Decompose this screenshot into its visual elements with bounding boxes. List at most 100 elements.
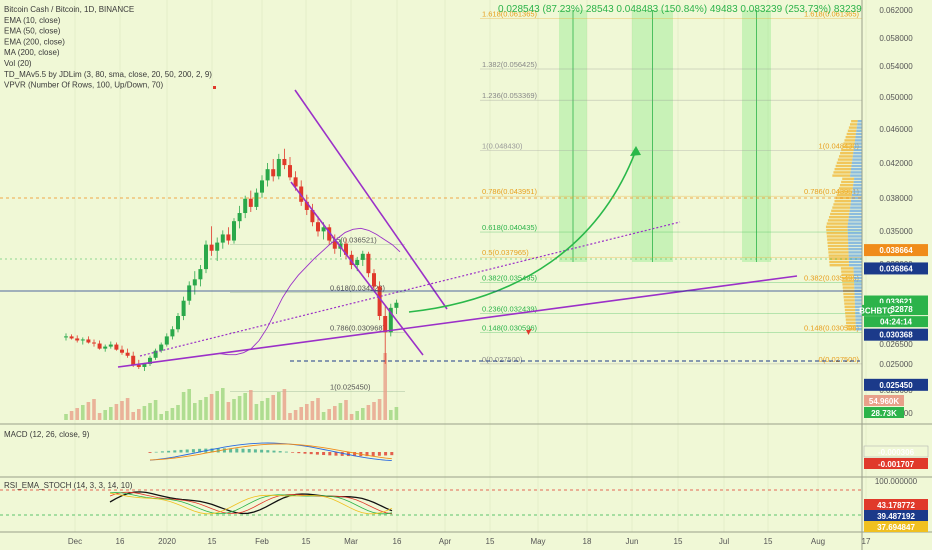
volume-bar [260,401,264,420]
candle-body[interactable] [304,201,309,210]
candle-body[interactable] [265,169,270,181]
candle-body[interactable] [321,227,326,232]
candle-body[interactable] [360,253,365,260]
candle-body[interactable] [332,240,337,249]
candle-body[interactable] [226,234,231,241]
candle-body[interactable] [276,158,281,177]
candle-body[interactable] [164,336,169,345]
price-tag [864,378,928,391]
candle-body[interactable] [243,198,248,214]
candle-body[interactable] [125,352,130,356]
price-tag [864,244,928,257]
vpvr-bar-down [857,120,862,123]
vpvr-bar-up [827,244,849,248]
volume-bar [389,410,393,420]
vpvr-bar-up [841,273,854,276]
vpvr-bar-up [837,190,853,193]
macd-histogram [216,448,220,453]
legend-line: TD_MAv5.5 by JDLim (3, 80, sma, close, 2… [4,70,212,79]
candle-body[interactable] [220,234,225,243]
candle-body[interactable] [192,279,197,286]
channel-lower-line[interactable] [290,181,424,356]
candle-body[interactable] [114,344,119,350]
candle-body[interactable] [293,177,298,187]
candle-body[interactable] [377,286,382,316]
candle-body[interactable] [232,221,236,241]
legend-line: Vol (20) [4,59,32,68]
fib-label-left: 1.382(0.056425) [482,60,538,69]
candle-body[interactable] [237,213,242,222]
vpvr-bar-down [854,177,862,180]
candle-body[interactable] [310,209,315,223]
candle-body[interactable] [80,339,85,341]
candle-body[interactable] [187,285,192,301]
candle-body[interactable] [69,336,74,339]
red-dot [213,86,216,89]
candle-body[interactable] [108,344,113,347]
macd-histogram [185,449,189,453]
macd-histogram [303,452,307,454]
candle-body[interactable] [153,350,158,358]
candle-body[interactable] [327,227,332,241]
macd-title: MACD (12, 26, close, 9) [4,430,90,439]
volume-bar [288,413,292,420]
candle-body[interactable] [131,355,136,365]
candle-body[interactable] [355,259,360,266]
candle-body[interactable] [181,300,186,316]
macd-histogram [334,452,338,456]
volume-bar [215,391,219,420]
symbol-tag [862,304,890,316]
candle-body[interactable] [159,344,164,351]
vpvr-bar-up [846,132,856,136]
x-tick-label: 16 [116,537,125,546]
candle-body[interactable] [271,169,276,177]
candle-body[interactable] [103,346,108,349]
candle-body[interactable] [372,273,376,287]
candle-body[interactable] [316,222,320,232]
candle-body[interactable] [288,165,292,178]
candle-body[interactable] [209,244,214,251]
candle-body[interactable] [75,338,80,341]
candle-body[interactable] [136,364,141,367]
candle-body[interactable] [198,269,203,280]
candle-body[interactable] [383,316,388,333]
candle-body[interactable] [349,254,354,266]
candle-body[interactable] [64,336,68,338]
legend-line: Bitcoin Cash / Bitcoin, 1D, BINANCE [4,5,134,14]
candle-body[interactable] [204,244,208,270]
dotted-trendline[interactable] [139,221,681,357]
candle-body[interactable] [120,349,124,353]
candle-body[interactable] [215,242,220,251]
countdown-tag [864,316,928,328]
vpvr-bar-up [851,120,858,123]
candle-body[interactable] [260,180,264,193]
vpvr-bar-down [855,315,862,318]
candle-body[interactable] [366,253,371,274]
candle-body[interactable] [394,302,399,308]
candle-body[interactable] [86,339,91,343]
candle-body[interactable] [142,363,147,367]
candle-body[interactable] [97,343,102,349]
candle-body[interactable] [344,243,348,255]
volume-bar [344,400,348,420]
vertical-gridlines [74,0,867,532]
x-tick-label: Jun [626,537,639,546]
volume-bar [232,399,236,420]
time-axis[interactable]: Dec 16 2020 15 Feb 15 Mar 16 Apr 15 May 18 Jun 15 Jul 1… [68,537,871,546]
candle-body[interactable] [388,307,393,333]
vpvr-bar-up [840,152,854,155]
vpvr-bar-down [853,184,862,187]
candle-body[interactable] [282,158,287,166]
channel-upper-line[interactable] [294,89,448,310]
candle-body[interactable] [148,357,152,364]
y-tick-label: 0.054000 [879,62,913,71]
candle-body[interactable] [170,329,175,337]
projection-arrow[interactable] [408,149,637,313]
candle-body[interactable] [248,198,253,207]
candle-body[interactable] [176,316,180,330]
candle-body[interactable] [92,342,96,344]
vpvr-bar-down [854,283,862,286]
rsi-tag-label: 43.178772 [877,501,915,510]
candle-body[interactable] [254,192,259,207]
